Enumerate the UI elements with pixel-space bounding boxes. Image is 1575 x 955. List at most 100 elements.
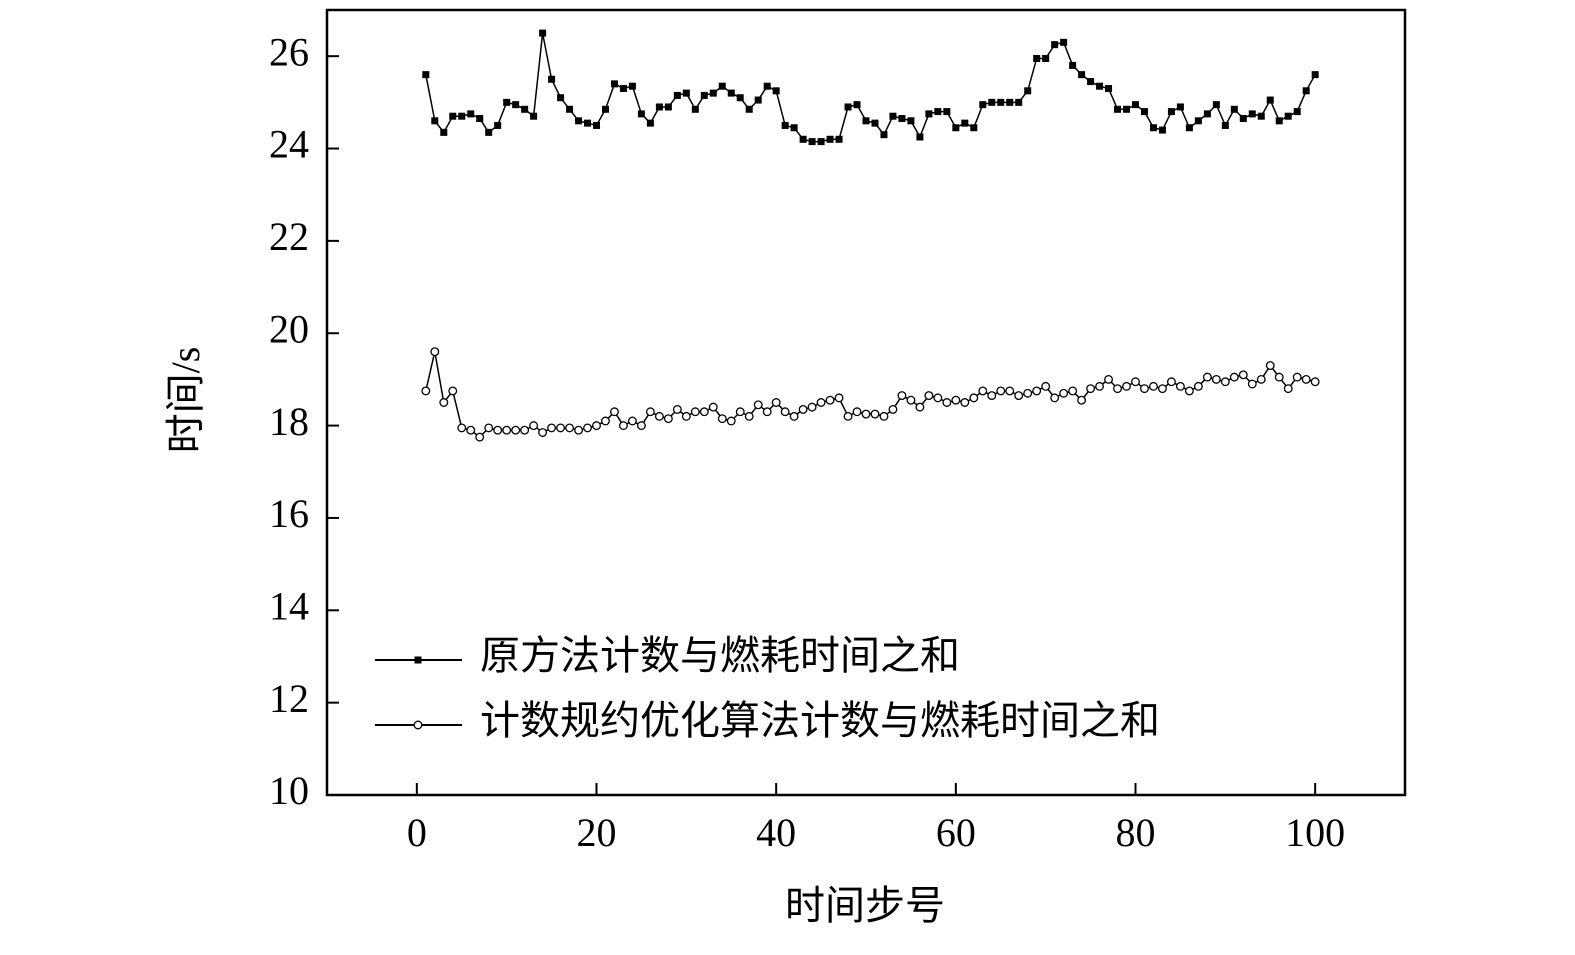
point bbox=[996, 386, 1006, 396]
point bbox=[1158, 126, 1166, 134]
point bbox=[1077, 395, 1087, 405]
point bbox=[1149, 381, 1158, 391]
point bbox=[691, 105, 699, 113]
point bbox=[520, 425, 530, 435]
point bbox=[539, 29, 547, 37]
point bbox=[835, 135, 843, 143]
point bbox=[1086, 384, 1096, 394]
point bbox=[1202, 372, 1212, 382]
point bbox=[1284, 112, 1292, 120]
point bbox=[1122, 381, 1131, 391]
point bbox=[1104, 374, 1113, 384]
point bbox=[1185, 124, 1193, 132]
point bbox=[431, 117, 439, 125]
plot-frame bbox=[325, 8, 1407, 797]
point bbox=[862, 117, 870, 125]
point bbox=[772, 87, 780, 95]
legend-label: 计数规约优化算法计数与燃耗时间之和 bbox=[480, 698, 1160, 743]
point bbox=[584, 119, 592, 127]
point bbox=[557, 94, 565, 102]
point bbox=[943, 108, 951, 116]
point bbox=[1005, 386, 1015, 396]
point bbox=[754, 96, 762, 104]
point bbox=[1247, 379, 1257, 389]
point bbox=[422, 71, 430, 79]
point bbox=[979, 101, 987, 109]
point bbox=[637, 110, 645, 118]
point bbox=[690, 407, 700, 417]
point bbox=[952, 124, 960, 132]
point bbox=[987, 391, 997, 401]
point bbox=[942, 398, 952, 407]
point bbox=[915, 402, 925, 412]
x-tick-label: 100 bbox=[1285, 810, 1345, 855]
point bbox=[566, 105, 574, 113]
legend-marker bbox=[414, 656, 422, 664]
y-tick-label: 24 bbox=[269, 122, 309, 167]
x-tick-label: 80 bbox=[1116, 810, 1156, 855]
point bbox=[565, 423, 574, 433]
point bbox=[1184, 386, 1194, 396]
point bbox=[700, 91, 708, 99]
point bbox=[1123, 105, 1131, 113]
point bbox=[1096, 82, 1104, 90]
point bbox=[781, 121, 789, 129]
point bbox=[502, 425, 512, 435]
point bbox=[574, 425, 583, 435]
point bbox=[753, 400, 763, 410]
point bbox=[1292, 372, 1302, 382]
point bbox=[988, 98, 996, 106]
point bbox=[1078, 71, 1086, 79]
point bbox=[682, 89, 690, 97]
point bbox=[1167, 108, 1175, 116]
point bbox=[601, 416, 610, 426]
point bbox=[1265, 361, 1275, 371]
point bbox=[853, 101, 861, 109]
point bbox=[1194, 117, 1202, 125]
point bbox=[636, 421, 646, 431]
point bbox=[1283, 384, 1293, 394]
point bbox=[1248, 110, 1256, 118]
point bbox=[852, 407, 862, 417]
point bbox=[861, 409, 871, 419]
point bbox=[681, 411, 691, 421]
point bbox=[817, 138, 825, 146]
point bbox=[934, 108, 942, 116]
point bbox=[970, 124, 978, 132]
point bbox=[799, 135, 807, 143]
point bbox=[1166, 377, 1176, 387]
point bbox=[699, 407, 709, 417]
series-line bbox=[425, 32, 1316, 143]
point bbox=[646, 119, 654, 127]
point bbox=[808, 138, 816, 146]
point bbox=[790, 124, 798, 132]
point bbox=[762, 407, 772, 417]
point bbox=[466, 425, 476, 435]
point bbox=[978, 386, 988, 396]
point bbox=[1193, 381, 1203, 391]
point bbox=[1014, 391, 1024, 401]
x-tick-label: 60 bbox=[936, 810, 976, 855]
point bbox=[512, 101, 520, 109]
point bbox=[619, 85, 627, 92]
x-tick-label: 40 bbox=[756, 810, 796, 855]
point bbox=[672, 404, 682, 414]
point bbox=[843, 411, 853, 421]
point bbox=[1032, 386, 1042, 396]
point bbox=[484, 423, 494, 433]
point bbox=[645, 407, 655, 417]
point bbox=[708, 402, 718, 412]
point bbox=[1212, 101, 1220, 109]
point bbox=[807, 402, 817, 412]
point bbox=[1105, 85, 1113, 92]
y-tick-label: 26 bbox=[269, 29, 309, 74]
point bbox=[1087, 78, 1095, 86]
point bbox=[628, 82, 636, 90]
point bbox=[448, 386, 458, 396]
point bbox=[530, 112, 538, 120]
point bbox=[583, 423, 592, 433]
point bbox=[1140, 384, 1149, 394]
point bbox=[1149, 124, 1157, 132]
point bbox=[556, 423, 566, 433]
point bbox=[458, 112, 466, 120]
